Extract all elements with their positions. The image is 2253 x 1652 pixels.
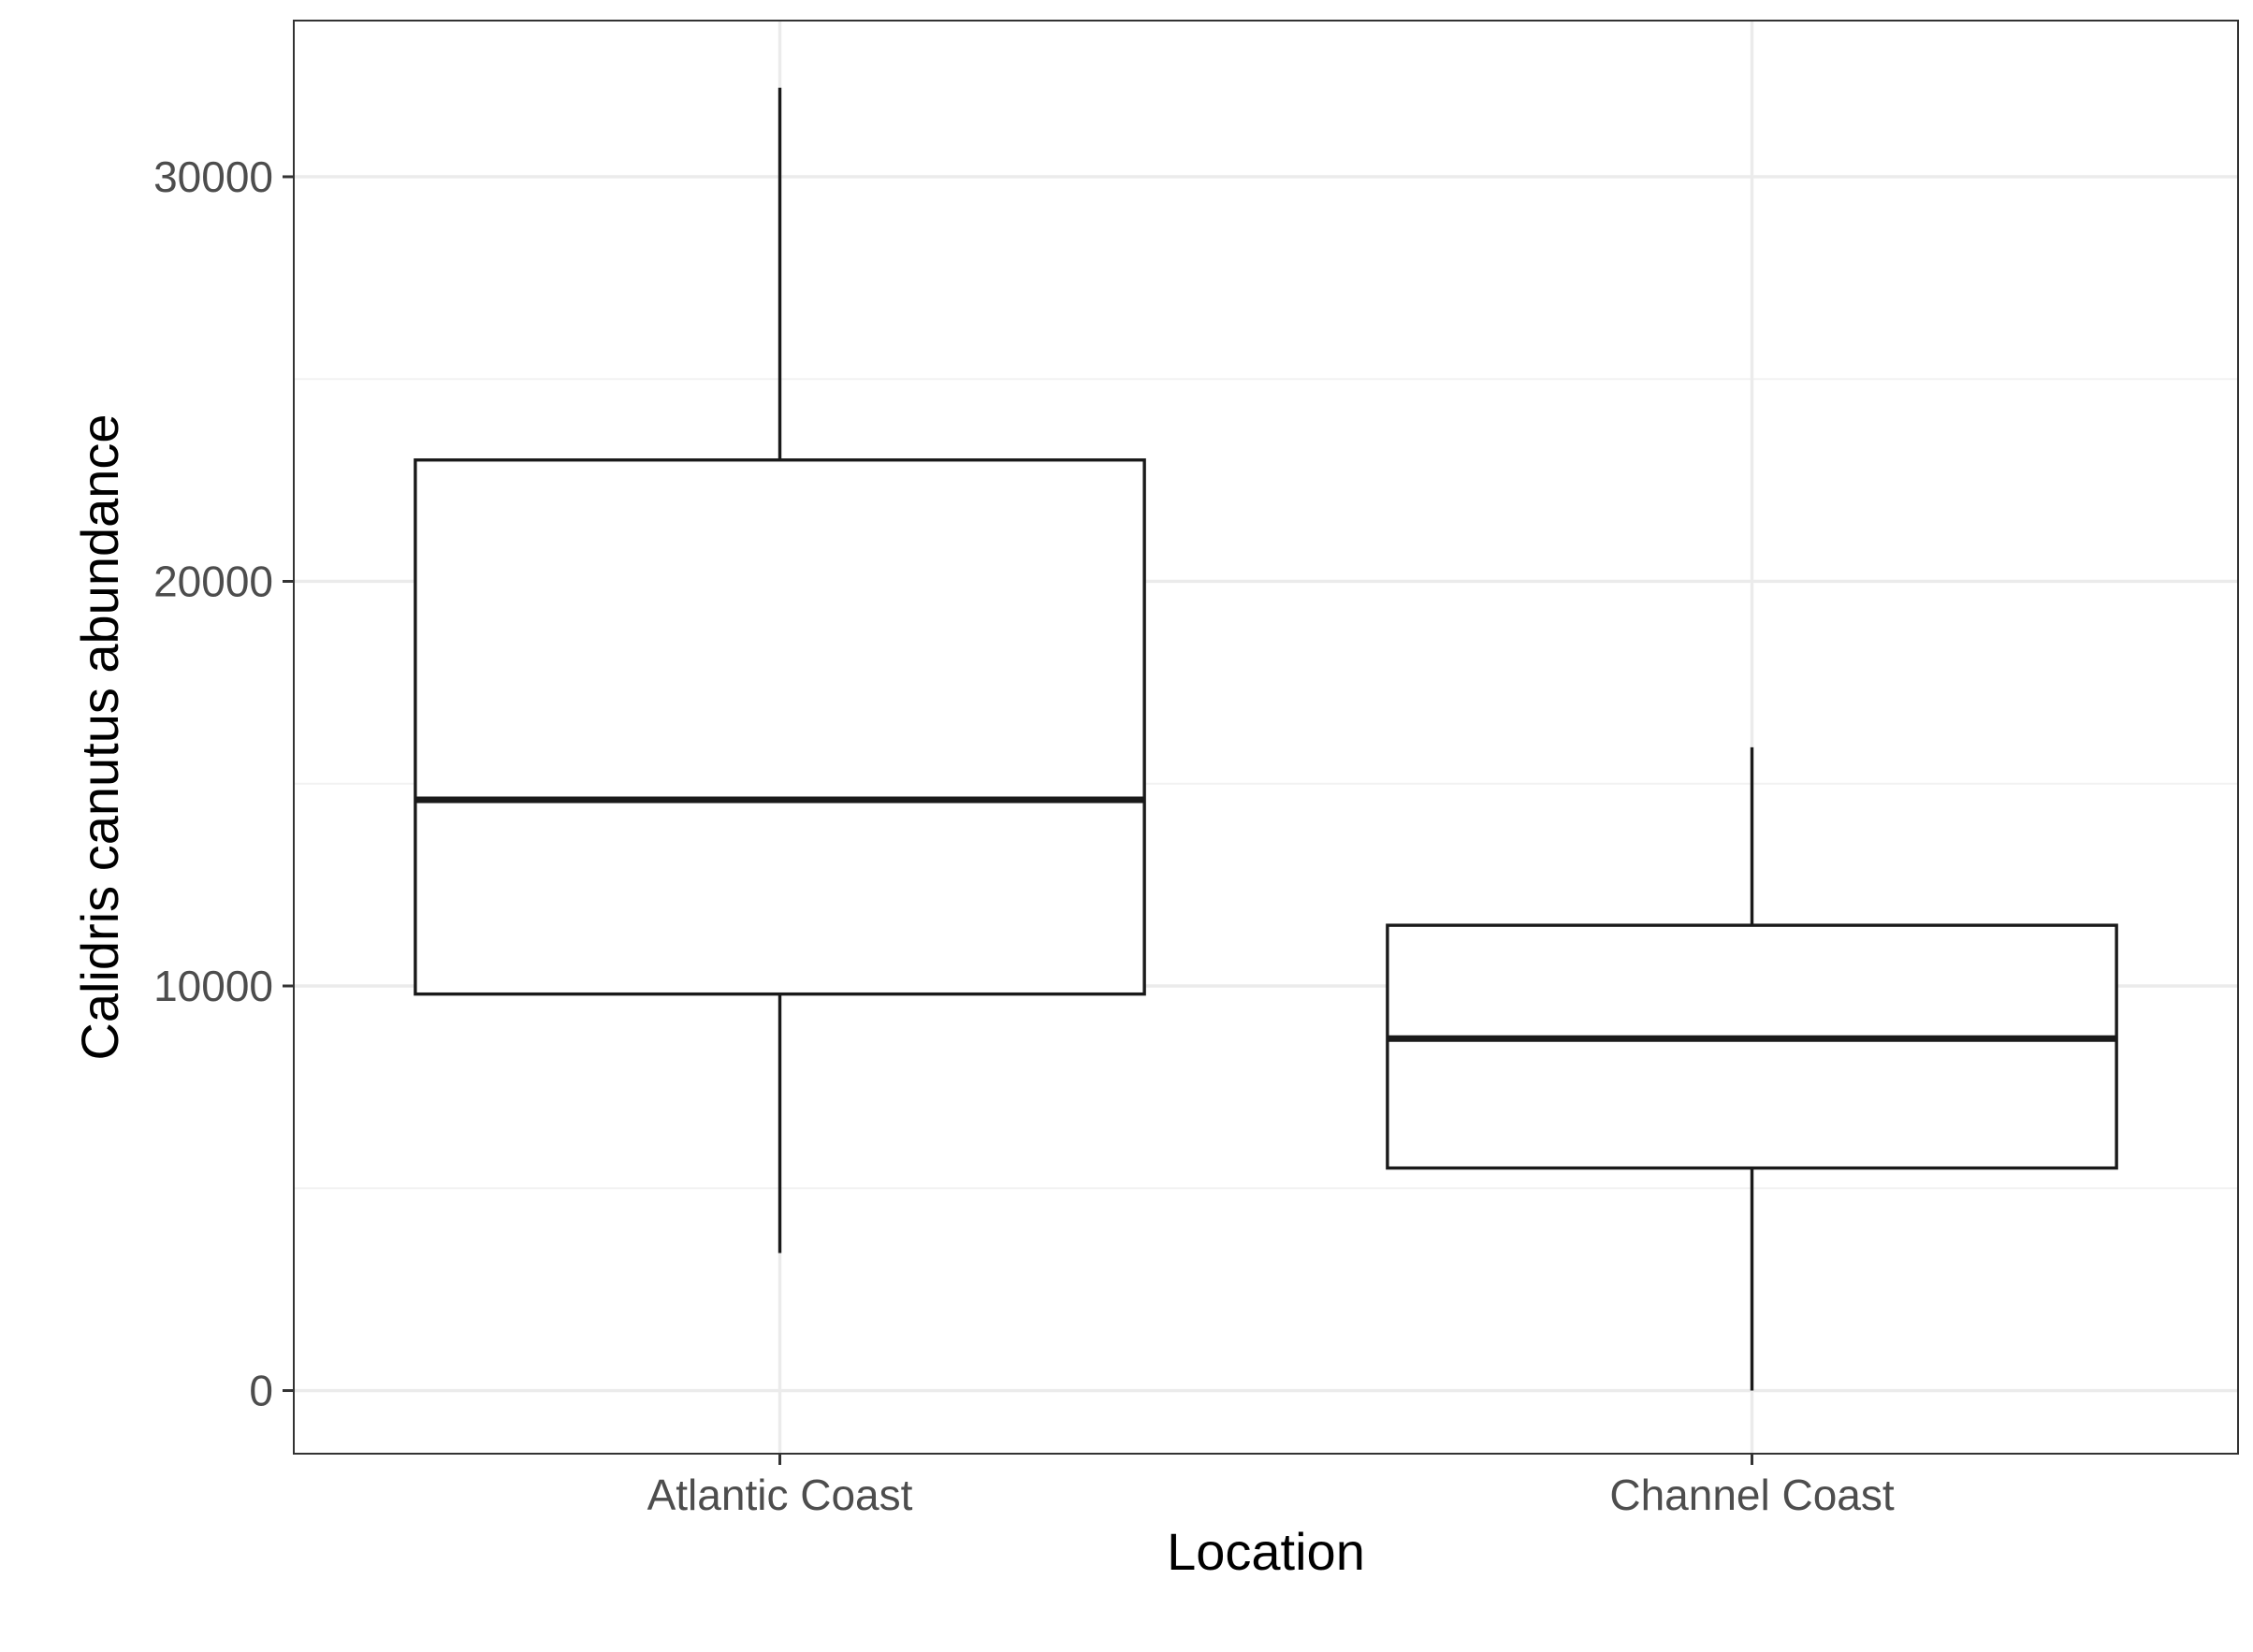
y-axis-title: Calidris canutus abundance <box>70 413 129 1060</box>
interquartile-box <box>414 458 1146 996</box>
box-atlantic-coast <box>414 87 1146 1253</box>
axis-ticks: 0 10000 20000 30000 Atlantic Coast Channel Co… <box>153 152 1895 1519</box>
box-channel-coast <box>1386 746 2118 1391</box>
y-tick-label: 10000 <box>153 962 273 1010</box>
y-tick-label: 0 <box>249 1367 273 1415</box>
y-tick-label: 30000 <box>153 152 273 201</box>
interquartile-box <box>1386 923 2118 1170</box>
x-tick-label: Channel Coast <box>1609 1471 1895 1519</box>
box-layer <box>414 87 2118 1391</box>
y-tick-label: 20000 <box>153 557 273 605</box>
x-tick-label: Atlantic Coast <box>647 1471 913 1519</box>
panel-border <box>293 20 2239 1455</box>
x-axis-title: Location <box>1167 1522 1365 1581</box>
